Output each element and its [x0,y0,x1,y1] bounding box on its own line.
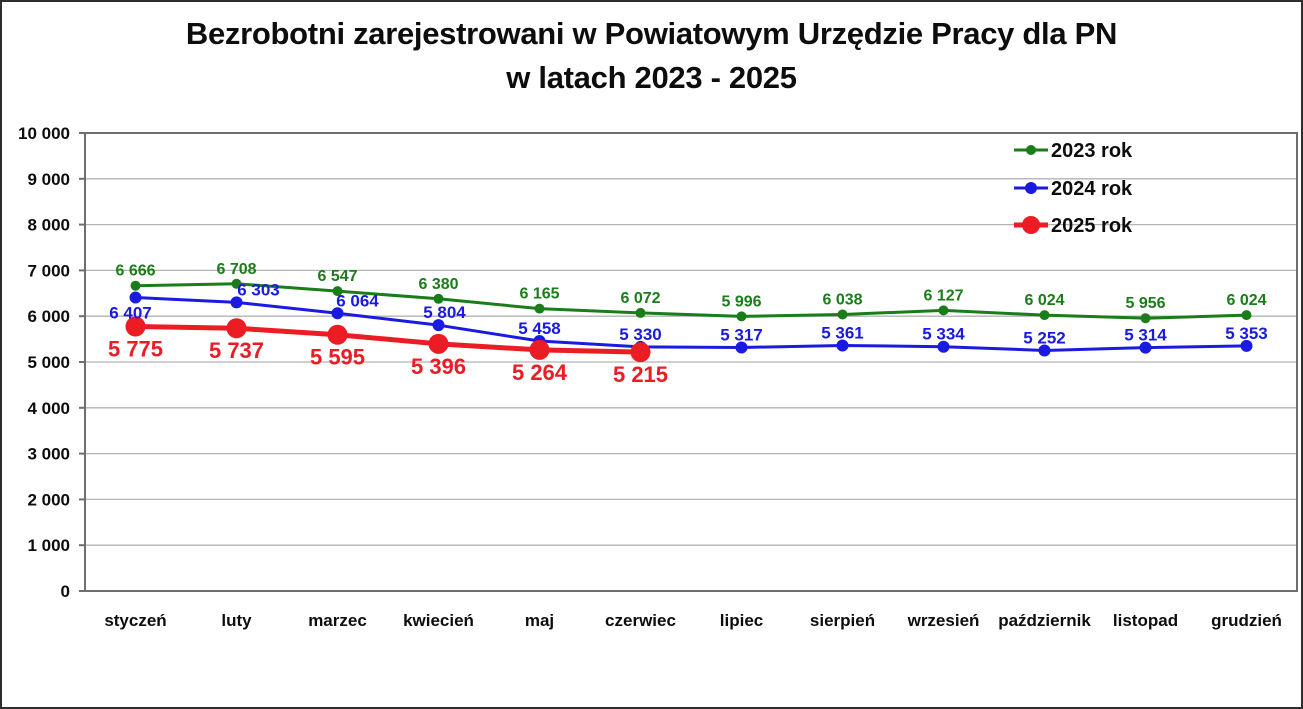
data-label-2024-rok-październik: 5 252 [1023,328,1066,347]
data-point-2023-rok-maj [534,303,545,314]
x-axis-label-październik: październik [998,611,1091,630]
y-axis-label: 8 000 [27,216,70,235]
data-point-2025-rok-marzec [327,324,348,345]
data-point-2025-rok-maj [529,339,550,360]
data-label-2025-rok-styczeń: 5 775 [108,337,163,362]
data-label-2023-rok-marzec: 6 547 [317,268,357,285]
data-label-2025-rok-marzec: 5 595 [310,345,365,370]
x-axis-label-maj: maj [525,611,554,630]
y-axis-label: 2 000 [27,490,70,509]
x-axis-label-listopad: listopad [1113,611,1178,630]
data-label-2024-rok-maj: 5 458 [518,319,561,338]
y-axis-label: 0 [61,582,70,601]
legend-marker-2025-rok [1022,216,1040,234]
data-label-2024-rok-sierpień: 5 361 [821,323,864,342]
data-point-2023-rok-kwiecień [433,293,444,304]
chart-title-line2: w latach 2023 - 2025 [506,60,797,95]
data-label-2023-rok-styczeń: 6 666 [115,263,155,280]
chart-title-line1: Bezrobotni zarejestrowani w Powiatowym U… [185,16,1118,51]
data-point-2024-rok-kwiecień [432,319,445,332]
data-point-2024-rok-styczeń [129,291,142,304]
x-axis-label-marzec: marzec [308,611,367,630]
data-label-2024-rok-kwiecień: 5 804 [423,303,466,322]
y-axis-label: 1 000 [27,536,70,555]
y-axis-label: 6 000 [27,307,70,326]
data-point-2025-rok-styczeń [125,316,146,337]
data-label-2024-rok-wrzesień: 5 334 [922,325,965,344]
data-label-2023-rok-lipiec: 5 996 [721,293,761,310]
data-point-2023-rok-luty [231,278,242,289]
data-point-2023-rok-listopad [1140,313,1151,324]
data-label-2024-rok-lipiec: 5 317 [720,325,763,344]
data-label-2024-rok-listopad: 5 314 [1124,326,1167,345]
y-axis-label: 4 000 [27,399,70,418]
data-label-2023-rok-sierpień: 6 038 [822,291,862,308]
data-point-2023-rok-marzec [332,286,343,297]
data-label-2023-rok-luty: 6 708 [216,261,256,278]
legend-label-2023-rok: 2023 rok [1051,140,1133,162]
data-point-2025-rok-kwiecień [428,333,449,354]
legend-marker-2023-rok [1026,145,1036,155]
legend-label-2024-rok: 2024 rok [1051,178,1133,200]
x-axis-label-sierpień: sierpień [810,611,875,630]
chart-title: Bezrobotni zarejestrowani w Powiatowym U… [2,12,1301,100]
x-axis-label-luty: luty [221,611,252,630]
data-label-2024-rok-czerwiec: 5 330 [619,325,662,344]
data-point-2023-rok-sierpień [837,309,848,320]
data-label-2023-rok-grudzień: 6 024 [1226,292,1266,309]
data-label-2025-rok-maj: 5 264 [512,360,568,385]
y-axis-label: 9 000 [27,170,70,189]
data-point-2024-rok-wrzesień [937,340,950,353]
data-point-2024-rok-marzec [331,307,344,320]
y-axis-label: 3 000 [27,445,70,464]
data-label-2023-rok-październik: 6 024 [1024,292,1064,309]
data-point-2024-rok-październik [1038,344,1051,357]
x-axis-label-grudzień: grudzień [1211,611,1282,630]
series-line-2023-rok [134,282,1248,320]
data-point-2023-rok-lipiec [736,311,747,322]
legend-label-2025-rok: 2025 rok [1051,215,1133,237]
y-axis-label: 10 000 [18,124,70,143]
x-axis-label-kwiecień: kwiecień [403,611,474,630]
data-label-2024-rok-grudzień: 5 353 [1225,324,1268,343]
x-axis-label-czerwiec: czerwiec [605,611,676,630]
data-point-2024-rok-sierpień [836,339,849,352]
data-label-2023-rok-listopad: 5 956 [1125,295,1165,312]
x-axis-label-wrzesień: wrzesień [907,611,980,630]
data-label-2024-rok-styczeń: 6 407 [109,304,152,323]
data-point-2023-rok-styczeń [130,280,141,291]
data-label-2023-rok-wrzesień: 6 127 [923,287,963,304]
data-point-2024-rok-lipiec [735,341,748,354]
data-label-2023-rok-czerwiec: 6 072 [620,290,660,307]
legend-marker-2024-rok [1025,182,1037,194]
y-axis-label: 5 000 [27,353,70,372]
data-point-2024-rok-listopad [1139,341,1152,354]
data-point-2025-rok-luty [226,318,247,339]
x-axis-label-styczeń: styczeń [104,611,166,630]
data-label-2024-rok-marzec: 6 064 [336,291,379,310]
data-label-2024-rok-luty: 6 303 [237,280,280,299]
data-label-2023-rok-maj: 6 165 [519,286,559,303]
data-label-2025-rok-luty: 5 737 [209,338,264,363]
data-point-2023-rok-czerwiec [635,307,646,318]
data-point-2024-rok-luty [230,296,243,309]
series-line-2025-rok [133,324,643,355]
data-label-2025-rok-czerwiec: 5 215 [613,362,668,387]
data-label-2025-rok-kwiecień: 5 396 [411,354,466,379]
series-line-2024-rok [134,296,1248,352]
data-point-2025-rok-czerwiec [630,342,651,363]
y-axis-label: 7 000 [27,261,70,280]
x-axis-label-lipiec: lipiec [720,611,763,630]
data-point-2023-rok-grudzień [1241,310,1252,321]
data-point-2023-rok-październik [1039,310,1050,321]
data-label-2023-rok-kwiecień: 6 380 [418,276,458,293]
data-point-2024-rok-grudzień [1240,339,1253,352]
data-point-2023-rok-wrzesień [938,305,949,316]
